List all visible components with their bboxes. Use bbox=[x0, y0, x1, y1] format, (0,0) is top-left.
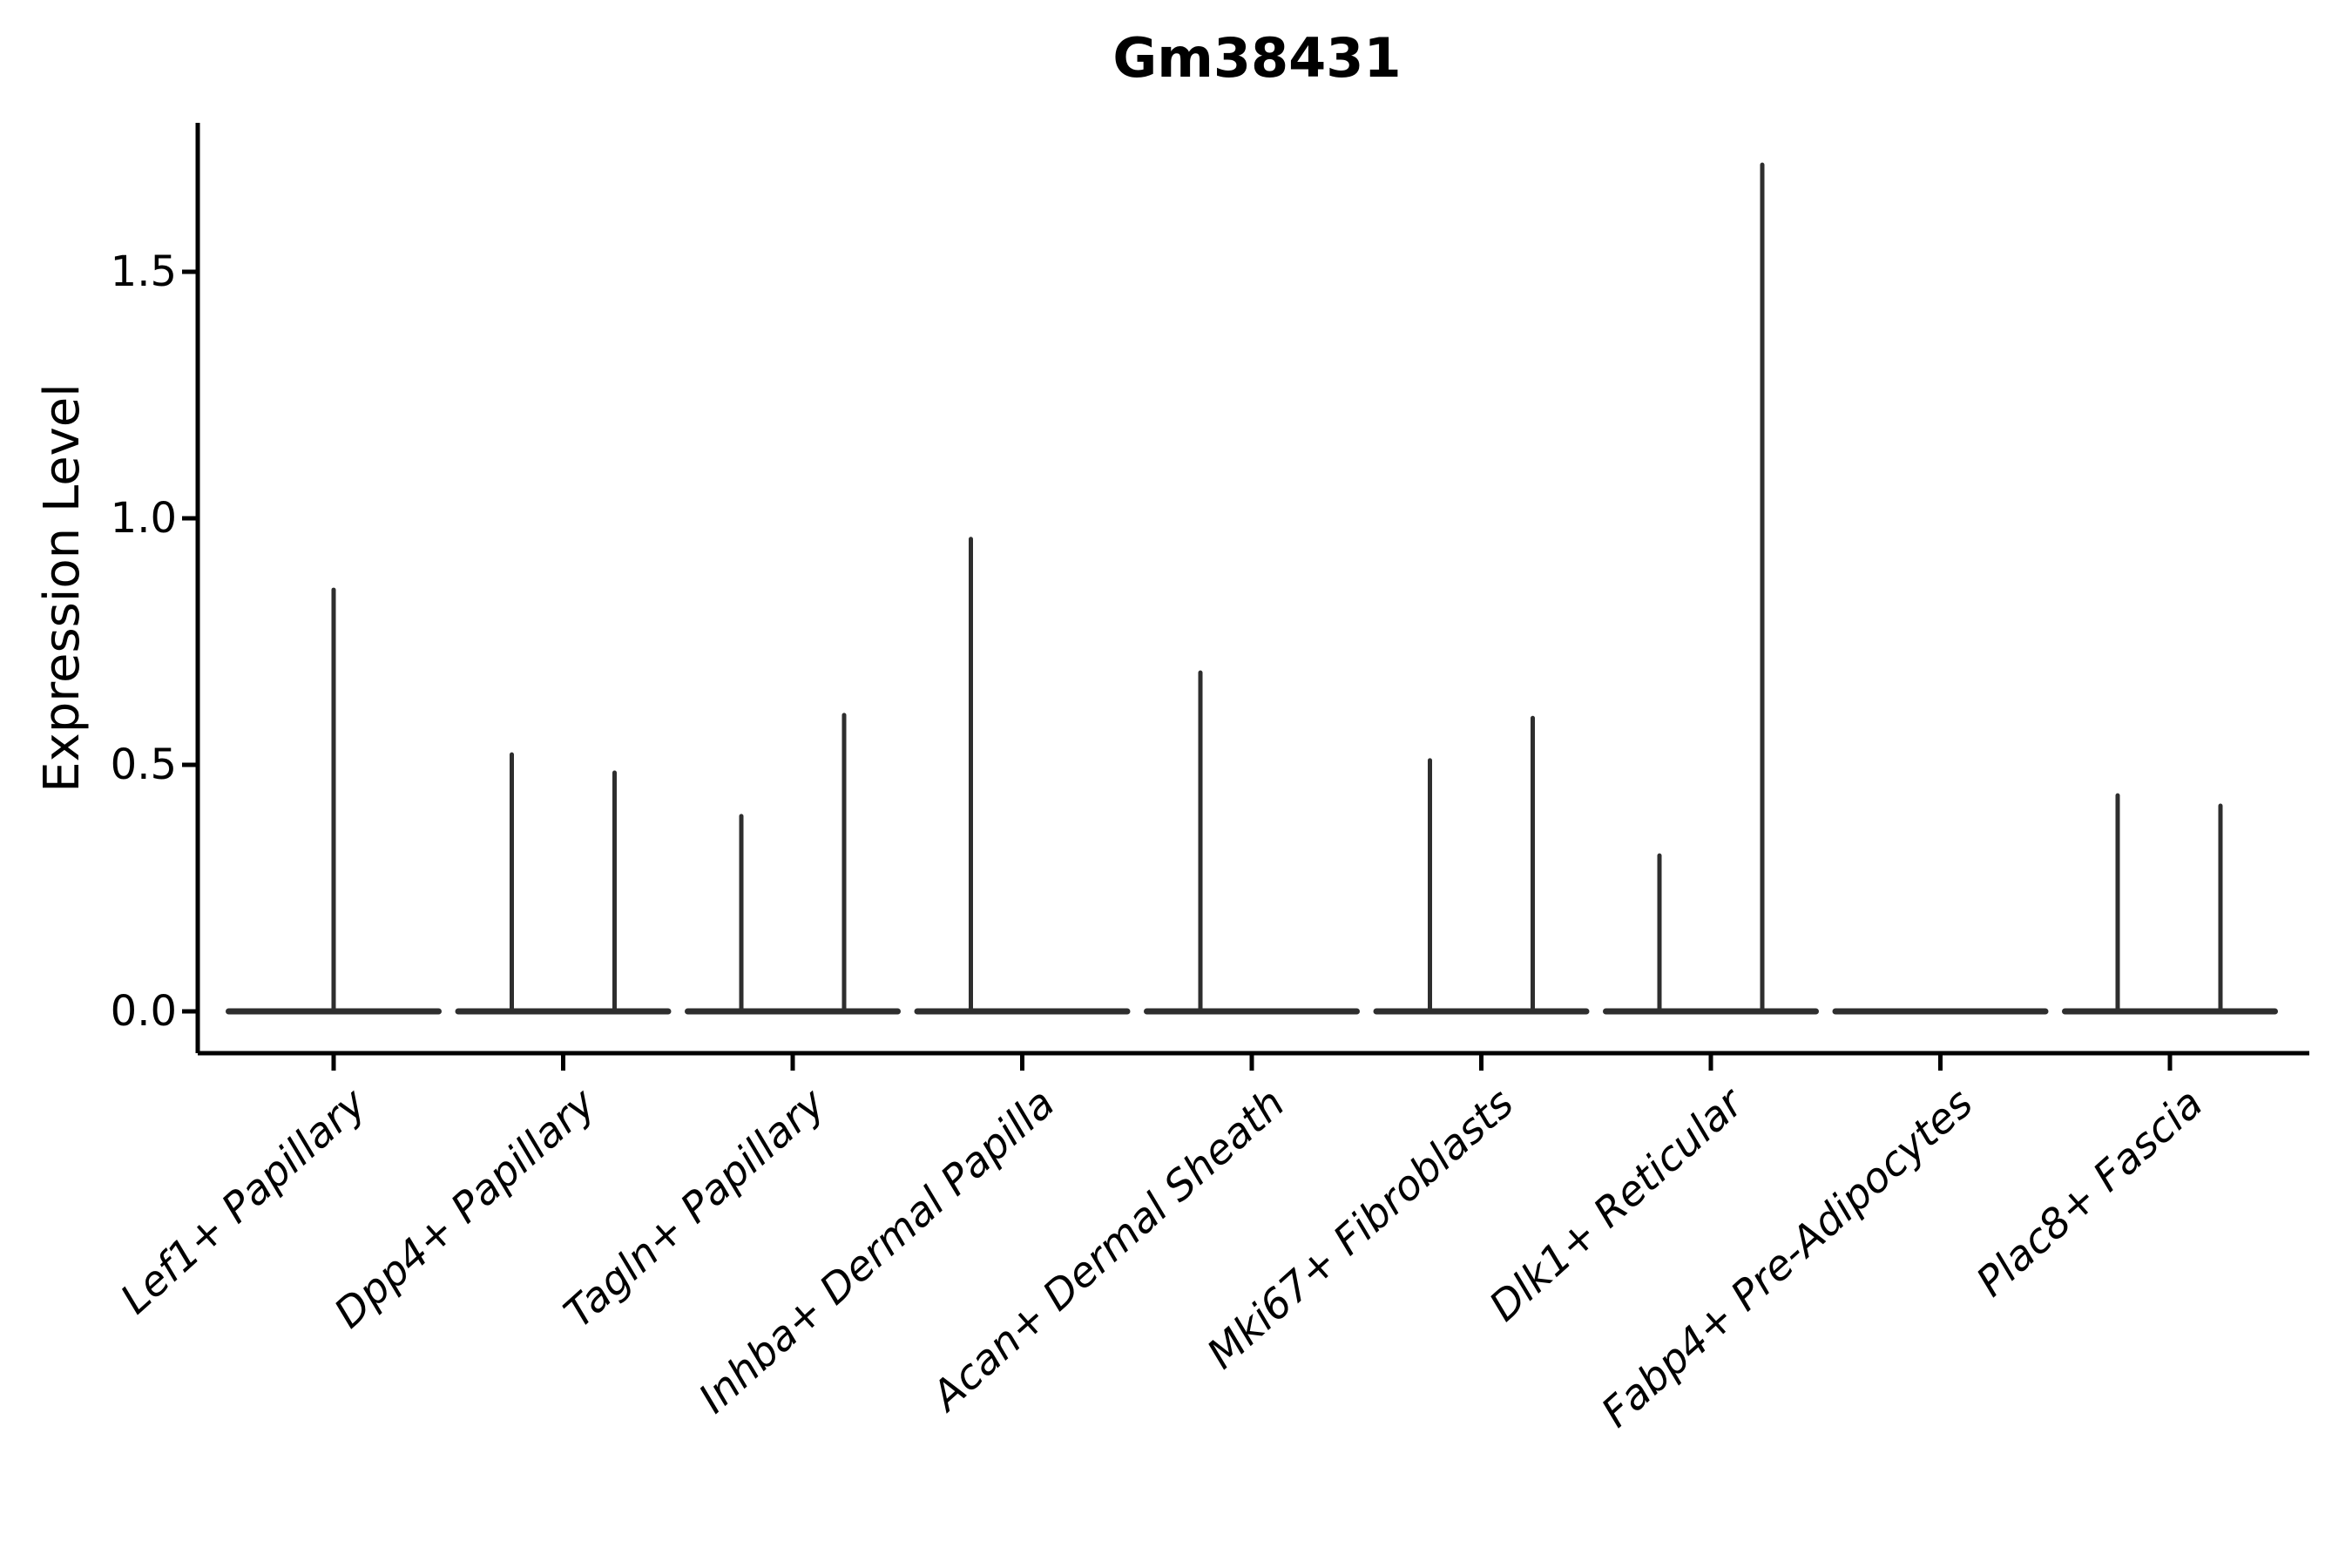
y-tick-label: 1.0 bbox=[110, 494, 177, 543]
y-tick-label: 1.5 bbox=[110, 247, 177, 296]
y-tick-label: 0.5 bbox=[110, 740, 177, 789]
y-tick-label: 0.0 bbox=[110, 987, 177, 1036]
chart-title: Gm38431 bbox=[1112, 26, 1402, 90]
